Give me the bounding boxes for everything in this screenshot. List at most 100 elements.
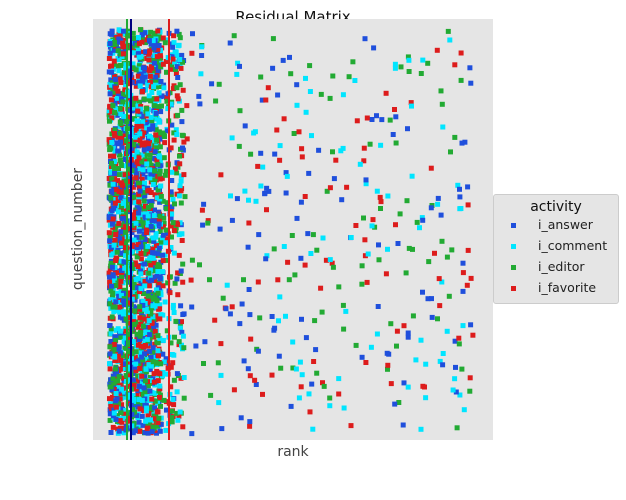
point-i-editor <box>118 334 124 340</box>
point-i-answer <box>151 42 157 48</box>
point-i-comment <box>143 357 149 363</box>
point-i-comment <box>154 80 160 86</box>
point-i-favorite <box>107 396 112 402</box>
point-i-comment <box>178 178 184 184</box>
point-i-editor <box>385 366 390 372</box>
point-i-answer <box>145 430 151 436</box>
point-i-comment <box>299 372 305 378</box>
point-i-comment <box>131 314 137 320</box>
point-i-favorite <box>139 89 145 94</box>
point-i-editor <box>406 245 412 251</box>
point-i-favorite <box>119 402 125 408</box>
point-i-answer <box>395 241 401 246</box>
point-i-favorite <box>218 341 224 347</box>
point-i-favorite <box>318 285 324 291</box>
point-i-editor <box>310 232 316 238</box>
point-i-answer <box>142 373 148 379</box>
point-i-favorite <box>422 384 427 390</box>
point-i-answer <box>148 354 153 360</box>
point-i-editor <box>445 28 451 34</box>
point-i-editor <box>318 91 324 97</box>
point-i-comment <box>135 215 141 220</box>
point-i-editor <box>157 229 163 234</box>
point-i-answer <box>144 174 150 180</box>
point-i-editor <box>141 198 147 204</box>
point-i-comment <box>160 269 166 275</box>
point-i-comment <box>177 57 183 62</box>
point-i-editor <box>130 407 135 413</box>
point-i-comment <box>143 408 149 414</box>
point-i-editor <box>163 206 169 212</box>
point-i-comment <box>133 220 139 226</box>
point-i-editor <box>163 227 169 233</box>
point-i-comment <box>138 286 144 292</box>
point-i-answer <box>150 126 156 132</box>
point-i-editor <box>162 40 168 46</box>
point-i-favorite <box>135 324 141 330</box>
point-i-favorite <box>157 133 163 139</box>
point-i-comment <box>297 359 303 365</box>
point-i-editor <box>398 64 404 70</box>
point-i-answer <box>140 302 146 308</box>
point-i-answer <box>363 177 369 183</box>
point-i-favorite <box>155 378 161 384</box>
point-i-comment <box>139 152 145 158</box>
point-i-comment <box>122 265 128 271</box>
point-i-comment <box>123 407 129 413</box>
point-i-editor <box>307 63 313 69</box>
point-i-favorite <box>148 263 154 268</box>
point-i-editor <box>153 127 159 133</box>
point-i-editor <box>177 153 182 159</box>
point-i-answer <box>179 119 185 125</box>
point-i-favorite <box>108 277 114 283</box>
point-i-comment <box>150 182 156 187</box>
point-i-favorite <box>277 157 283 163</box>
point-i-comment <box>137 66 143 72</box>
point-i-favorite <box>180 424 186 430</box>
point-i-answer <box>405 334 411 340</box>
point-i-answer <box>125 425 131 431</box>
point-i-favorite <box>138 343 144 349</box>
point-i-editor <box>141 291 146 296</box>
point-i-favorite <box>169 223 175 229</box>
point-i-favorite <box>171 228 177 233</box>
point-i-answer <box>121 259 127 265</box>
point-i-favorite <box>107 279 113 285</box>
point-i-comment <box>327 257 333 263</box>
point-i-favorite <box>134 393 140 399</box>
point-i-comment <box>156 117 162 123</box>
point-i-editor <box>130 285 136 291</box>
point-i-comment <box>246 197 251 203</box>
point-i-favorite <box>174 220 180 226</box>
point-i-favorite <box>136 191 142 197</box>
point-i-favorite <box>247 423 253 429</box>
point-i-comment <box>130 393 136 399</box>
point-i-favorite <box>113 85 119 91</box>
point-i-editor <box>136 180 141 186</box>
point-i-editor <box>159 103 164 109</box>
point-i-answer <box>153 74 159 80</box>
point-i-comment <box>306 391 312 397</box>
point-i-comment <box>106 108 112 114</box>
point-i-favorite <box>180 87 186 93</box>
point-i-favorite <box>163 59 169 64</box>
point-i-editor <box>138 27 143 33</box>
point-i-favorite <box>299 146 305 152</box>
point-i-answer <box>160 232 166 238</box>
point-i-comment <box>121 113 127 119</box>
point-i-answer <box>126 196 132 202</box>
point-i-answer <box>272 151 278 157</box>
point-i-editor <box>158 193 164 199</box>
point-i-favorite <box>147 73 153 79</box>
point-i-comment <box>129 39 135 45</box>
point-i-favorite <box>133 386 139 392</box>
point-i-favorite <box>110 216 116 222</box>
point-i-editor <box>119 203 124 209</box>
point-i-editor <box>179 132 185 138</box>
point-i-answer <box>151 274 157 280</box>
point-i-answer <box>117 185 123 191</box>
point-i-favorite <box>154 368 160 374</box>
point-i-favorite <box>467 375 473 381</box>
point-i-comment <box>129 296 135 302</box>
point-i-answer <box>134 37 140 43</box>
